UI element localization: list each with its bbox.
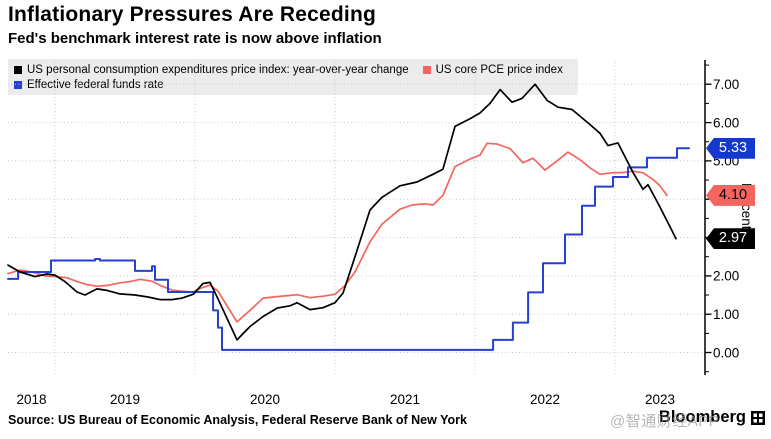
- x-axis-label: 2023: [645, 392, 675, 407]
- x-axis-label: 2019: [110, 392, 140, 407]
- core-pce-series-swatch-icon: [422, 65, 431, 74]
- bloomberg-logo-icon: [751, 410, 765, 425]
- legend-item-fed-funds: Effective federal funds rate: [14, 77, 164, 92]
- x-axis-label: 2021: [390, 392, 420, 407]
- chart-title: Inflationary Pressures Are Receding: [8, 3, 377, 26]
- watermark: @智通财经APP: [610, 413, 720, 430]
- source-note: Source: US Bureau of Economic Analysis, …: [8, 413, 467, 427]
- chart-subtitle: Fed's benchmark interest rate is now abo…: [8, 30, 382, 47]
- legend-item-pce: US personal consumption expenditures pri…: [14, 62, 409, 77]
- legend-item-core-pce: US core PCE price index: [422, 62, 563, 77]
- legend-label-pce: US personal consumption expenditures pri…: [27, 63, 409, 76]
- y-axis-label: 1.00: [713, 307, 739, 322]
- bloomberg-logo-text: Bloomberg: [658, 408, 746, 426]
- legend-label-core-pce: US core PCE price index: [435, 63, 563, 76]
- y-axis-label: 6.00: [713, 115, 739, 130]
- legend: US personal consumption expenditures pri…: [8, 59, 578, 95]
- value-badge-2.97: 2.97: [706, 228, 755, 250]
- fed-funds-series-swatch-icon: [14, 80, 22, 89]
- pce-series-swatch-icon: [14, 65, 22, 74]
- y-axis-label: 0.00: [713, 345, 739, 360]
- x-axis-label: 2018: [16, 392, 46, 407]
- series-line-core-pce: [7, 142, 668, 323]
- y-axis-label: 2.00: [713, 269, 739, 284]
- value-badge-5.33: 5.33: [706, 137, 755, 159]
- value-badge-4.10: 4.10: [706, 184, 755, 206]
- x-axis-label: 2020: [250, 392, 280, 407]
- y-axis-label: 7.00: [713, 77, 739, 92]
- series-line-fed-funds: [7, 147, 690, 351]
- x-axis-label: 2022: [530, 392, 560, 407]
- bloomberg-brand: Bloomberg: [659, 408, 765, 427]
- legend-label-fed-funds: Effective federal funds rate: [27, 78, 164, 91]
- series-line-pce: [7, 83, 677, 341]
